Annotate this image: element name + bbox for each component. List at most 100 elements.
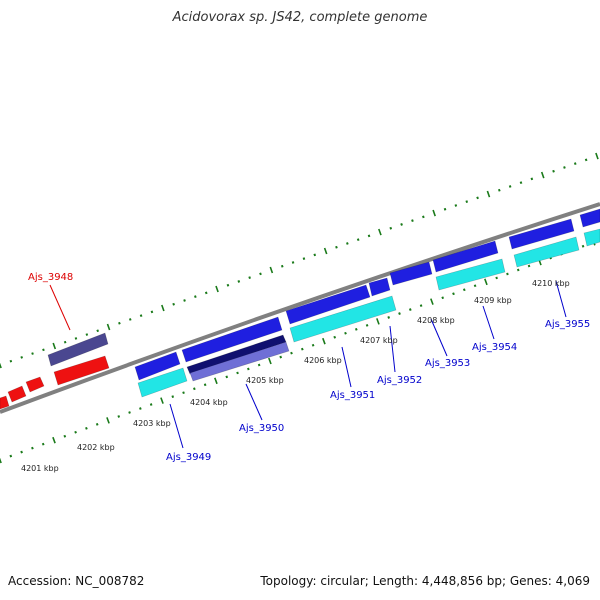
gene-feature-cyan[interactable] [289,295,397,343]
gene-label-ajs-3954[interactable]: Ajs_3954 [472,342,517,353]
lower-tick-mark [31,446,34,450]
gene-feature-ajs-3951[interactable] [285,284,371,325]
upper-tick-mark [367,234,371,238]
upper-tick-mark [248,276,251,280]
lower-tick-mark [581,244,585,248]
genome-backbone [0,202,600,414]
gene-label-ajs-3948[interactable]: Ajs_3948 [28,272,73,283]
upper-tick-mark [31,352,34,355]
upper-tick-mark [584,158,588,162]
upper-tick-mark [422,215,425,219]
gene-label-ajs-3951[interactable]: Ajs_3951 [330,390,375,401]
label-leader-line [49,284,71,331]
gene-feature-red[interactable] [25,376,45,393]
upper-tick-mark [128,318,132,321]
gene-feature-ajs-3950[interactable] [181,316,283,363]
gene-feature-cyan[interactable] [137,367,188,398]
lower-tick-mark [95,422,99,426]
upper-tick-mark [432,209,436,217]
scale-label: 4207 kbp [360,336,398,345]
upper-tick-mark [573,162,577,166]
gene-label-ajs-3953[interactable]: Ajs_3953 [425,358,470,369]
scale-label: 4206 kbp [304,356,342,365]
upper-tick-mark [486,190,491,198]
lower-tick-mark [484,278,488,286]
gene-feature-cyan[interactable] [513,236,580,268]
lower-tick-mark [344,331,347,335]
lower-tick-mark [63,434,67,438]
gene-label-ajs-3950[interactable]: Ajs_3950 [239,423,284,434]
gene-feature-cyan[interactable] [435,258,506,291]
gene-feature-red[interactable] [7,385,27,403]
upper-tick-mark [215,285,219,293]
gene-feature-ajs-3955[interactable] [508,218,575,250]
gene-feature-red[interactable] [0,395,10,410]
gene-labels: Ajs_3948 Ajs_3949 Ajs_3950 Ajs_3951Ajs_3952… [28,272,590,463]
upper-tick-mark [269,266,274,274]
upper-tick-mark [302,257,306,261]
label-leader-line [341,346,352,388]
scale-label: 4208 kbp [417,316,455,325]
upper-tick-mark [9,359,13,363]
lower-tick-mark [311,343,315,347]
lower-tick-mark [462,288,466,292]
upper-tick-mark [20,356,24,359]
lower-tick-mark [441,296,445,300]
gene-feature-ajs-3949[interactable] [134,351,181,381]
label-leader-line [169,403,184,449]
label-leader-lines [49,280,567,449]
lower-tick-mark [85,426,88,430]
lower-tick-mark [139,407,142,410]
label-leader-line [482,305,495,340]
upper-tick-mark [530,177,534,181]
lower-tick-mark [52,436,56,444]
gene-feature-ajs-3954[interactable] [432,240,499,273]
gene-feature-ajs-3953[interactable] [389,261,433,286]
gene-label-ajs-3952[interactable]: Ajs_3952 [377,375,422,386]
scale-label: 4203 kbp [133,419,171,428]
scale-label: 4209 kbp [474,296,512,305]
upper-tick-mark [139,314,143,318]
lower-tick-mark [171,395,175,399]
gene-label-ajs-3949[interactable]: Ajs_3949 [166,452,211,463]
upper-tick-mark [106,323,111,331]
upper-tick-mark [204,291,208,295]
lower-tick-mark [268,357,272,365]
upper-tick-mark [540,171,545,179]
lower-tick-mark [279,355,283,359]
upper-tick-mark [335,245,338,249]
upper-tick-mark [118,321,121,325]
genome-summary-text: Topology: circular; Length: 4,448,856 bp… [260,574,590,588]
upper-tick-mark [150,310,154,314]
upper-tick-mark [497,188,501,192]
lower-tick-mark [452,292,455,296]
lower-tick-mark [117,415,121,418]
gene-feature-lilac[interactable] [189,341,290,382]
lower-tick-mark [160,397,164,404]
gene-feature-ajs-3956[interactable] [579,208,600,228]
lower-tick-mark [376,318,380,325]
scale-label: 4210 kbp [532,279,570,288]
lower-tick-mark [333,335,337,339]
scale-label: 4204 kbp [190,398,228,407]
upper-tick-mark [519,181,523,185]
gene-feature-ajs-3952[interactable] [368,277,391,297]
upper-tick-mark [346,242,349,245]
lower-tick-mark [408,308,412,311]
gene-feature-red[interactable] [53,355,110,386]
lower-tick-mark [506,272,509,276]
gene-feature-ajs-3948[interactable] [47,332,109,367]
upper-tick-mark [63,340,67,344]
upper-tick-mark [291,261,295,264]
lower-tick-mark [473,284,477,288]
lower-tick-mark [387,316,391,319]
gene-label-ajs-3955[interactable]: Ajs_3955 [545,319,590,330]
gene-feature-cyan[interactable] [583,228,600,247]
lower-tick-mark [74,430,77,434]
label-leader-line [555,280,567,318]
lower-tick-mark [322,337,326,345]
upper-tick-mark [259,272,262,276]
scale-label: 4201 kbp [21,464,59,473]
lower-tick-mark [290,351,293,355]
